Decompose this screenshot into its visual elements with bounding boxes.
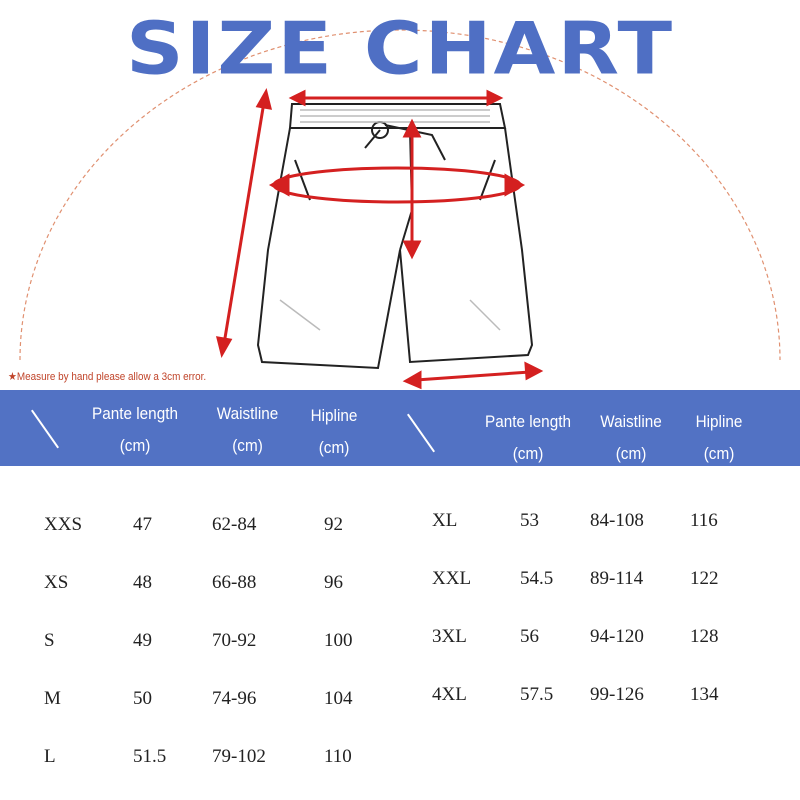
size-value: 70-92 — [212, 630, 257, 651]
size-value: 116 — [690, 510, 718, 531]
size-value: 89-114 — [590, 568, 644, 589]
size-value: 50 — [133, 688, 152, 709]
size-label: 4XL — [432, 684, 467, 705]
size-label: L — [44, 746, 56, 767]
size-value: 53 — [520, 510, 539, 531]
size-label: XXS — [44, 514, 83, 535]
size-value: 57.5 — [520, 684, 554, 705]
size-value: 92 — [324, 514, 343, 535]
size-value: 51.5 — [133, 746, 167, 767]
size-label: XXL — [432, 568, 472, 589]
size-value: 62-84 — [212, 514, 257, 535]
slash-divider — [406, 413, 436, 453]
header-hipline: Hipline (cm) — [695, 412, 743, 463]
size-value: 122 — [690, 568, 719, 589]
size-label: XS — [44, 572, 69, 593]
size-label: 3XL — [432, 626, 467, 647]
header-waistline: Waistline (cm) — [600, 412, 662, 463]
size-value: 84-108 — [590, 510, 644, 531]
page-title: SIZE CHART — [125, 6, 675, 91]
shorts-illustration — [19, 29, 781, 390]
size-value: 128 — [690, 626, 719, 647]
size-value: 134 — [690, 684, 719, 705]
size-value: 49 — [133, 630, 152, 651]
size-value: 94-120 — [590, 626, 644, 647]
size-label: S — [44, 630, 55, 651]
size-value: 96 — [324, 572, 343, 593]
size-label: XL — [432, 510, 458, 531]
header-pante-length: Pante length (cm) — [485, 412, 571, 463]
size-value: 48 — [133, 572, 152, 593]
size-value: 110 — [324, 746, 352, 767]
size-value: 99-126 — [590, 684, 644, 705]
measurement-note: ★Measure by hand please allow a 3cm erro… — [8, 371, 207, 383]
table-header: Pante length (cm) Waistline (cm) Hipline (c… — [0, 390, 800, 466]
header-pante-length: Pante length (cm) — [92, 404, 178, 455]
size-value: 74-96 — [212, 688, 257, 709]
size-value: 79-102 — [212, 746, 266, 767]
slash-divider — [30, 409, 60, 449]
size-value: 104 — [324, 688, 353, 709]
size-value: 47 — [133, 514, 152, 535]
size-value: 66-88 — [212, 572, 257, 593]
size-value: 100 — [324, 630, 353, 651]
header-waistline: Waistline (cm) — [216, 404, 279, 455]
size-label: M — [44, 688, 61, 709]
size-value: 54.5 — [520, 568, 554, 589]
header-hipline: Hipline (cm) — [310, 406, 358, 457]
size-value: 56 — [520, 626, 539, 647]
